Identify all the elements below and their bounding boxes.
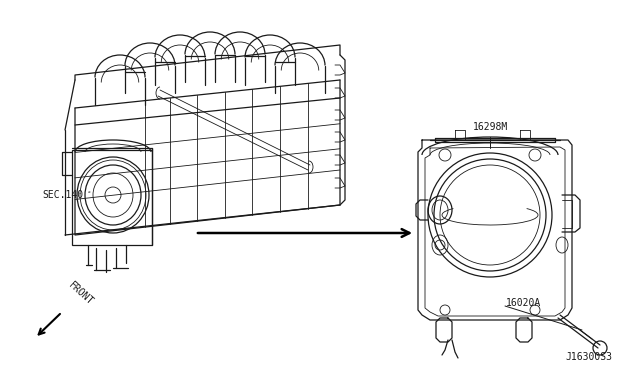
Text: J16300S3: J16300S3 (565, 352, 612, 362)
Text: 16020A: 16020A (506, 298, 541, 308)
Text: FRONT: FRONT (67, 280, 95, 307)
Text: SEC.140: SEC.140 (42, 190, 90, 200)
Text: 16298M: 16298M (472, 122, 508, 132)
